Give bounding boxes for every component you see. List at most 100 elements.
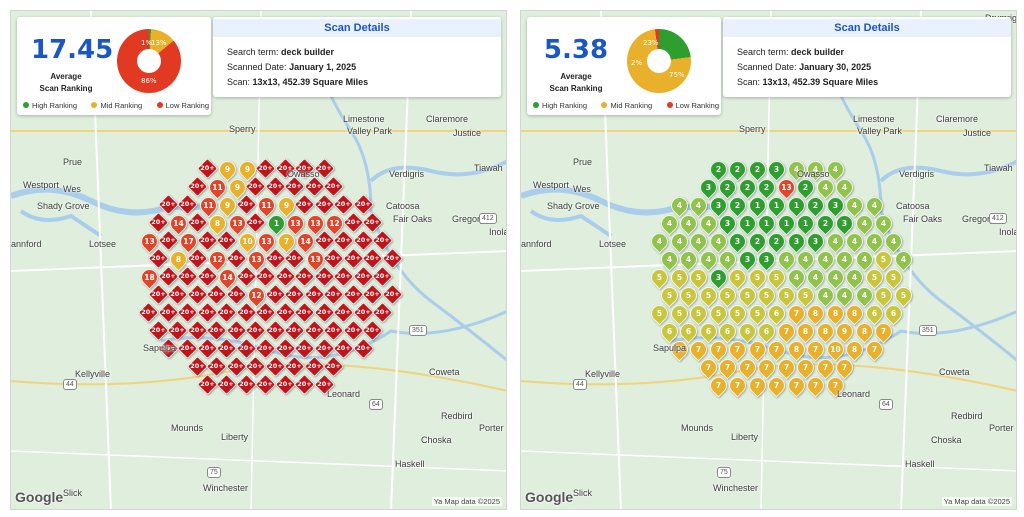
ranking-pin[interactable]: 20+ — [362, 212, 384, 234]
ranking-pin[interactable]: 20+ — [157, 194, 179, 216]
ranking-pin[interactable]: 20+ — [274, 337, 296, 359]
ranking-pin-label: 4 — [871, 236, 877, 246]
ranking-pin[interactable]: 20+ — [381, 283, 403, 306]
ranking-pin[interactable]: 20+ — [215, 301, 238, 323]
ranking-pin[interactable]: 20+ — [313, 337, 335, 359]
ranking-pin[interactable]: 20+ — [371, 230, 394, 252]
ranking-pin[interactable]: 20+ — [245, 319, 267, 341]
ranking-pin[interactable]: 20+ — [206, 355, 228, 377]
ranking-pin[interactable]: 20+ — [264, 176, 286, 198]
ranking-pin[interactable]: 20+ — [235, 337, 257, 359]
map-data-credit[interactable]: Ya Map data ©2025 — [431, 497, 502, 506]
ranking-pin-label: 8 — [215, 218, 221, 228]
ranking-pin[interactable]: 20+ — [381, 247, 403, 270]
ranking-pin[interactable]: 20+ — [225, 319, 247, 341]
ranking-pin[interactable]: 20+ — [254, 337, 277, 359]
ranking-pin[interactable]: 20+ — [284, 355, 306, 377]
ranking-pin[interactable]: 20+ — [342, 319, 364, 341]
ranking-pin[interactable]: 20+ — [186, 283, 208, 306]
ranking-pin[interactable]: 20+ — [293, 265, 316, 288]
ranking-pin-label: 4 — [832, 272, 838, 282]
ranking-pin[interactable]: 20+ — [147, 319, 169, 341]
ranking-pin[interactable]: 20+ — [186, 319, 208, 341]
ranking-pin[interactable]: 20+ — [293, 337, 316, 359]
ranking-pin[interactable]: 20+ — [176, 265, 199, 288]
ranking-pin[interactable]: 20+ — [284, 283, 306, 306]
ranking-pin[interactable]: 20+ — [332, 301, 355, 323]
ranking-pin[interactable]: 20+ — [196, 337, 218, 359]
ranking-pin[interactable]: 20+ — [157, 301, 179, 323]
ranking-pin[interactable]: 20+ — [342, 247, 364, 270]
ranking-pin[interactable]: 20+ — [352, 337, 374, 359]
ranking-pin[interactable]: 20+ — [147, 212, 169, 234]
ranking-pin[interactable]: 20+ — [303, 319, 325, 341]
ranking-pin[interactable]: 20+ — [274, 301, 296, 323]
ranking-pin[interactable]: 20+ — [303, 283, 325, 306]
ranking-pin[interactable]: 20+ — [254, 158, 277, 180]
ranking-pin[interactable]: 20+ — [245, 355, 267, 377]
average-ranking-card: 17.45 Average Scan Ranking 1% 13% 86% Hi… — [17, 17, 211, 115]
ranking-pin-label: 3 — [812, 236, 819, 246]
ranking-pin[interactable]: 20+ — [323, 247, 345, 270]
ranking-pin[interactable]: 20+ — [293, 373, 316, 395]
ranking-pin[interactable]: 20+ — [186, 176, 208, 198]
ranking-pin[interactable]: 20+ — [362, 247, 384, 270]
ranking-pin[interactable]: 20+ — [264, 319, 286, 341]
ranking-pin[interactable]: 20+ — [176, 194, 199, 216]
ranking-pin[interactable]: 20+ — [176, 337, 199, 359]
ranking-pin[interactable]: 20+ — [313, 194, 335, 216]
ranking-pin[interactable]: 20+ — [323, 283, 345, 306]
donut-label-mid: 13% — [151, 39, 167, 47]
ranking-pin[interactable]: 20+ — [186, 212, 208, 234]
place-label: Kellyville — [585, 369, 621, 379]
ranking-pin[interactable]: 20+ — [254, 265, 277, 288]
ranking-pin[interactable]: 20+ — [332, 194, 355, 216]
ranking-pin[interactable]: 20+ — [342, 212, 364, 234]
ranking-pin-label: 4 — [783, 254, 789, 264]
ranking-pin[interactable]: 20+ — [323, 319, 345, 341]
ranking-pin[interactable]: 20+ — [323, 176, 345, 198]
ranking-pin[interactable]: 20+ — [293, 194, 316, 216]
ranking-pin[interactable]: 20+ — [303, 176, 325, 198]
ranking-pin[interactable]: 20+ — [313, 301, 335, 323]
ranking-pin[interactable]: 20+ — [352, 265, 374, 288]
ranking-pin[interactable]: 20+ — [264, 283, 286, 306]
ranking-pin[interactable]: 20+ — [245, 176, 267, 198]
ranking-pin[interactable]: 20+ — [235, 373, 257, 395]
ranking-pin[interactable]: 20+ — [323, 355, 345, 377]
ranking-pin[interactable]: 20+ — [274, 265, 296, 288]
ranking-pin[interactable]: 20+ — [137, 301, 160, 323]
ranking-pin[interactable]: 20+ — [332, 265, 355, 288]
ranking-pin[interactable]: 20+ — [342, 283, 364, 306]
ranking-pin[interactable]: 20+ — [371, 301, 394, 323]
ranking-pin[interactable]: 20+ — [225, 355, 247, 377]
ranking-pin-label: 14 — [300, 236, 311, 246]
ranking-pin[interactable]: 20+ — [206, 319, 228, 341]
ranking-pin[interactable]: 20+ — [186, 355, 208, 377]
ranking-pin[interactable]: 20+ — [215, 337, 238, 359]
ranking-pin[interactable]: 20+ — [352, 301, 374, 323]
ranking-pin[interactable]: 20+ — [332, 337, 355, 359]
ranking-pin[interactable]: 20+ — [245, 212, 267, 234]
ranking-pin[interactable]: 20+ — [284, 319, 306, 341]
ranking-pin[interactable]: 20+ — [293, 301, 316, 323]
ranking-pin[interactable]: 20+ — [215, 373, 238, 395]
ranking-pin[interactable]: 20+ — [196, 373, 218, 395]
ranking-pin[interactable]: 20+ — [303, 355, 325, 377]
ranking-pin[interactable]: 20+ — [167, 319, 189, 341]
ranking-pin[interactable]: 20+ — [167, 283, 189, 306]
map-data-credit[interactable]: Ya Map data ©2025 — [941, 497, 1012, 506]
ranking-pin[interactable]: 20+ — [225, 247, 247, 270]
ranking-pin[interactable]: 20+ — [215, 230, 238, 252]
ranking-pin[interactable]: 20+ — [284, 176, 306, 198]
ranking-pin[interactable]: 20+ — [332, 230, 355, 252]
ranking-pin[interactable]: 20+ — [196, 301, 218, 323]
ranking-pin[interactable]: 20+ — [362, 319, 384, 341]
ranking-pin[interactable]: 20+ — [362, 283, 384, 306]
ranking-pin[interactable]: 20+ — [371, 265, 394, 288]
ranking-pin[interactable]: 20+ — [254, 373, 277, 395]
ranking-pin[interactable]: 20+ — [196, 158, 218, 180]
ranking-pin[interactable]: 20+ — [176, 301, 199, 323]
ranking-pin[interactable]: 20+ — [264, 355, 286, 377]
ranking-pin[interactable]: 20+ — [274, 373, 296, 395]
